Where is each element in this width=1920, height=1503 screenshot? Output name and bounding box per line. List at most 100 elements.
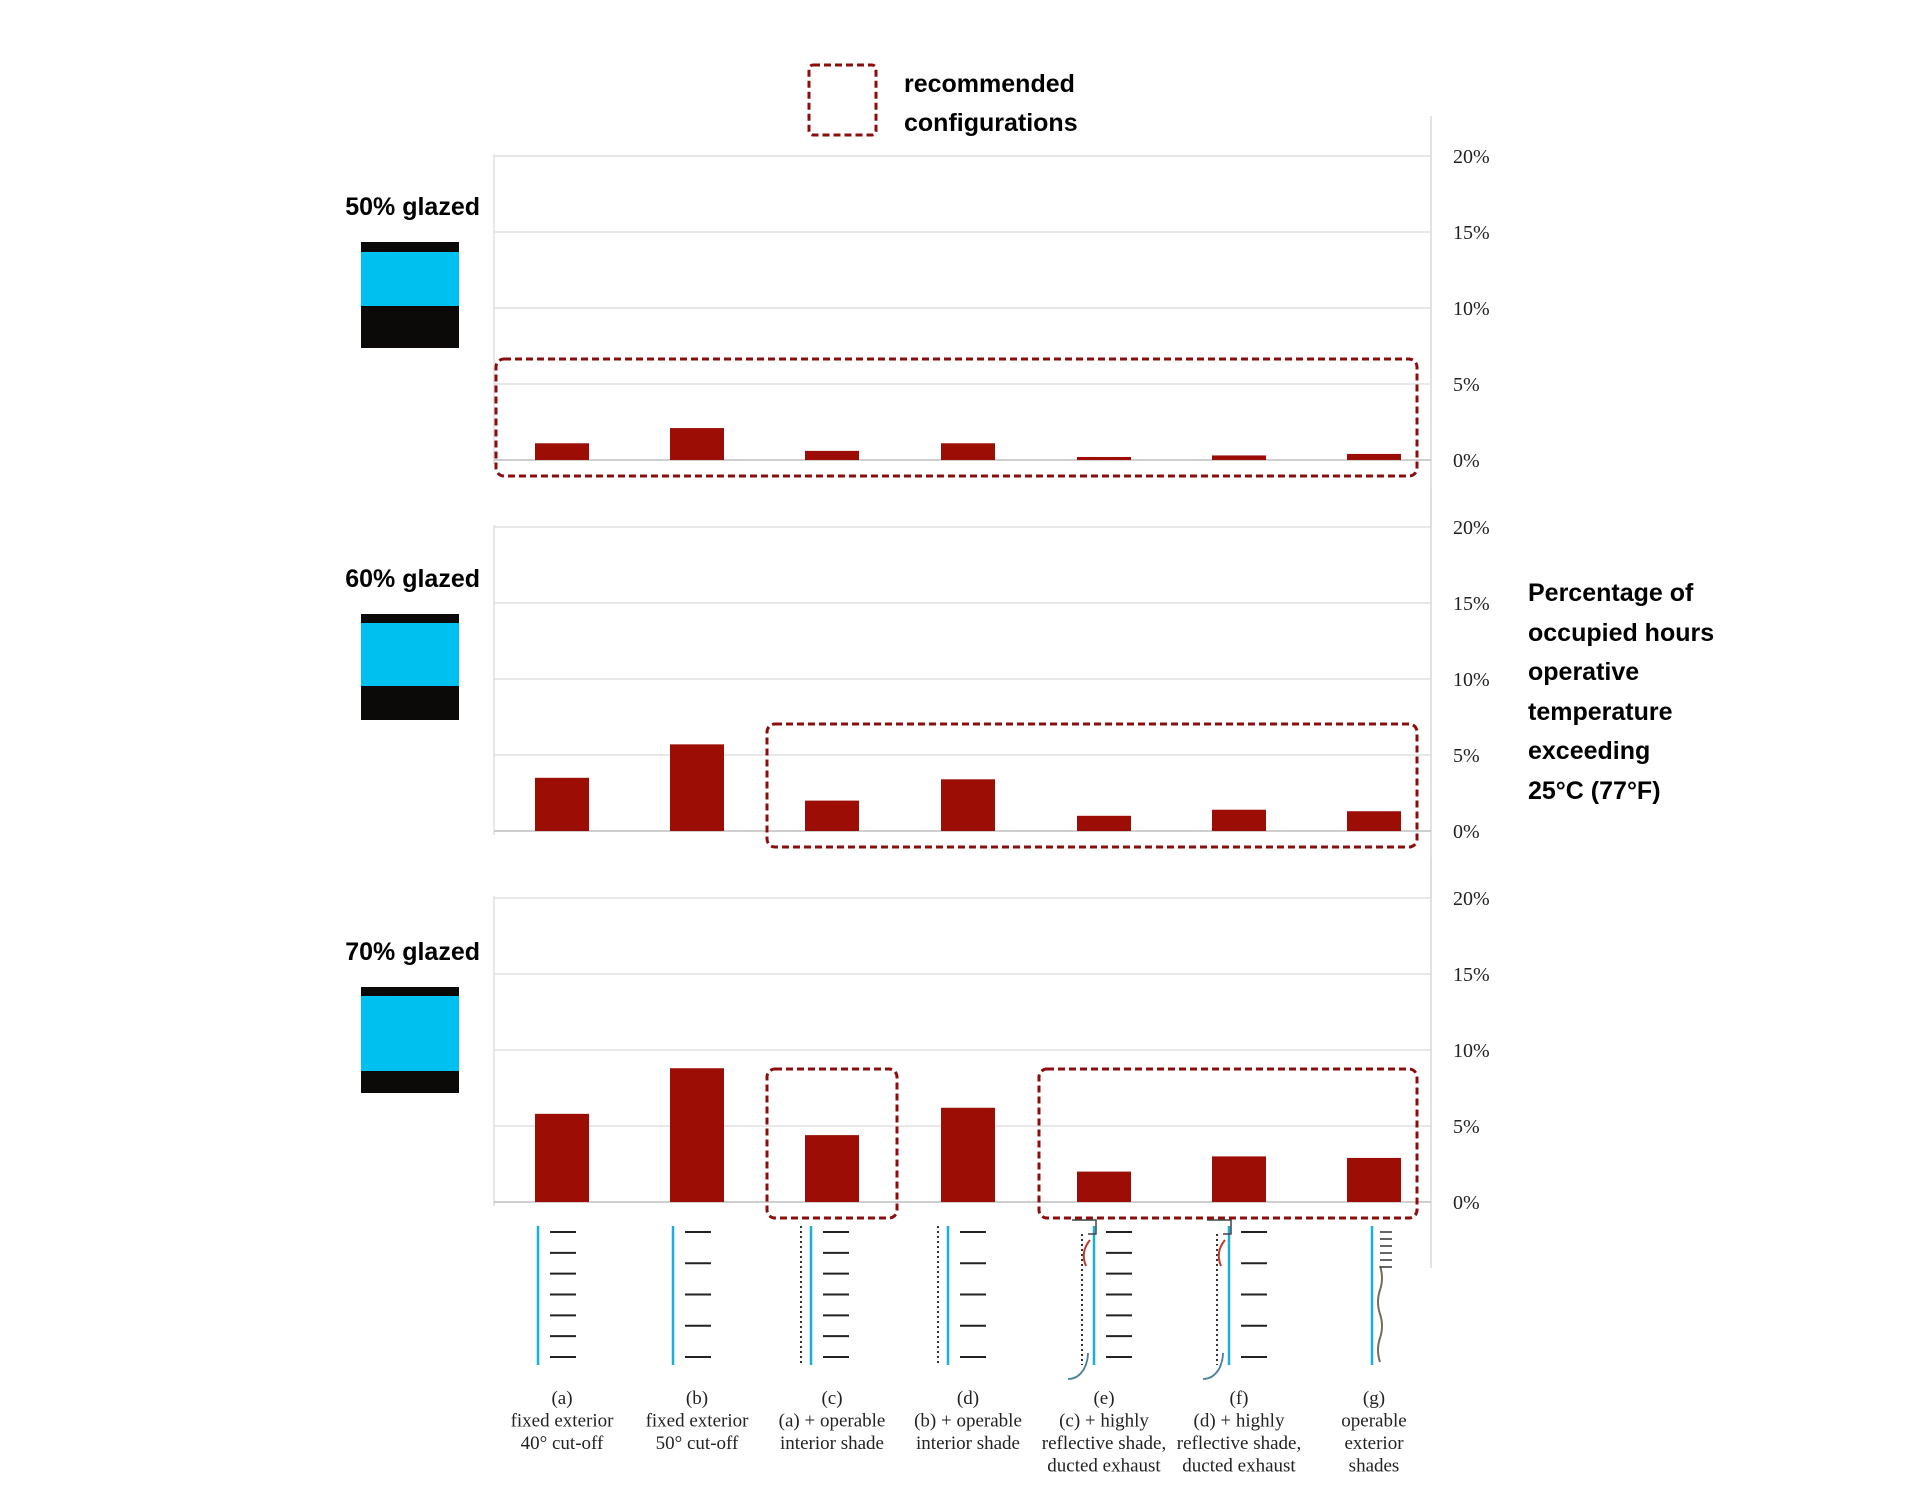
y-axis-title-line5: exceeding	[1528, 737, 1650, 765]
category-label-line: (b)	[686, 1388, 708, 1409]
chart-panels: 0% 5% 10% 15% 20% 50% glazed 0% 5% 10% 15% 20% 60% …	[345, 116, 1490, 1268]
bar-b	[670, 744, 724, 831]
y-tick-label: 20%	[1453, 146, 1490, 168]
bar-c	[805, 450, 859, 460]
category-label-line: fixed exterior	[646, 1411, 750, 1432]
bar-b	[670, 428, 724, 460]
category-label-line: exterior	[1344, 1433, 1404, 1454]
exhaust-airflow-arrow	[1217, 1239, 1226, 1267]
panel-2: 0% 5% 10% 15% 20% 60% glazed	[345, 487, 1490, 897]
category-label-line: (d)	[957, 1388, 979, 1409]
glazing-icon-glass	[361, 252, 459, 306]
bar-a	[535, 777, 589, 831]
shading-diagram-a	[536, 1226, 576, 1365]
y-tick-label: 15%	[1453, 222, 1490, 244]
shading-diagrams	[536, 1219, 1392, 1380]
bar-c	[805, 1135, 859, 1202]
exhaust-duct	[1072, 1219, 1097, 1235]
bar-f	[1212, 455, 1266, 460]
legend-recommended-swatch	[807, 63, 878, 137]
y-tick-label: 20%	[1453, 888, 1490, 910]
panel-title: 50% glazed	[345, 193, 480, 221]
y-axis-title-line2: occupied hours	[1528, 619, 1714, 647]
exterior-shade	[1377, 1265, 1383, 1363]
panel-title: 70% glazed	[345, 938, 480, 966]
recommended-box	[494, 357, 1419, 478]
bar-a	[535, 1113, 589, 1202]
category-label-line: (a) + operable	[779, 1411, 886, 1432]
bar-a	[535, 443, 589, 460]
intake-airflow-arrow	[1067, 1352, 1089, 1380]
glazing-icon-glass	[361, 996, 459, 1071]
shading-diagram-d	[937, 1226, 986, 1365]
exhaust-duct	[1207, 1219, 1232, 1235]
bar-d	[941, 779, 995, 831]
bar-c	[805, 800, 859, 831]
legend: recommended configurations	[807, 63, 1078, 137]
category-label-line: interior shade	[916, 1433, 1020, 1454]
y-tick-label: 0%	[1453, 821, 1480, 843]
shading-diagram-e	[1067, 1219, 1132, 1380]
bar-e	[1077, 815, 1131, 831]
category-label-line: fixed exterior	[511, 1411, 615, 1432]
bar-f	[1212, 809, 1266, 831]
exhaust-airflow-arrow	[1082, 1239, 1091, 1267]
y-tick-label: 5%	[1453, 1116, 1480, 1138]
panel-title: 60% glazed	[345, 565, 480, 593]
y-axis-title-line3: operative	[1528, 658, 1639, 686]
bar-d	[941, 443, 995, 460]
y-tick-label: 10%	[1453, 1040, 1490, 1062]
recommended-box	[765, 722, 1419, 849]
category-label-line: operable	[1341, 1411, 1406, 1432]
shading-diagram-f	[1202, 1219, 1267, 1380]
category-label-line: shades	[1349, 1456, 1400, 1477]
panel-1: 0% 5% 10% 15% 20% 50% glazed	[345, 116, 1490, 526]
y-tick-label: 0%	[1453, 1192, 1480, 1214]
legend-label-line2: configurations	[904, 109, 1078, 137]
recommended-box	[1037, 1067, 1419, 1220]
category-label-line: ducted exhaust	[1047, 1456, 1161, 1477]
bar-e	[1077, 456, 1131, 460]
bar-g	[1347, 811, 1401, 831]
bar-e	[1077, 1171, 1131, 1202]
bar-g	[1347, 453, 1401, 460]
y-tick-label: 5%	[1453, 374, 1480, 396]
category-label-line: reflective shade,	[1177, 1433, 1301, 1454]
category-label-line: (a)	[551, 1388, 572, 1409]
bar-g	[1347, 1157, 1401, 1202]
y-tick-label: 0%	[1453, 450, 1480, 472]
shading-diagram-g	[1370, 1226, 1392, 1365]
category-label-line: (g)	[1363, 1388, 1385, 1409]
intake-airflow-arrow	[1202, 1352, 1224, 1380]
category-label-line: 40° cut-off	[521, 1433, 604, 1454]
bar-f	[1212, 1156, 1266, 1202]
category-label-line: (e)	[1093, 1388, 1114, 1409]
category-label-line: (b) + operable	[914, 1411, 1022, 1432]
y-tick-label: 10%	[1453, 298, 1490, 320]
shading-diagram-b	[671, 1226, 711, 1365]
panel-3: 0% 5% 10% 15% 20% 70% glazed	[345, 858, 1490, 1268]
category-label-line: 50° cut-off	[656, 1433, 739, 1454]
y-tick-label: 15%	[1453, 964, 1490, 986]
recommended-box	[765, 1067, 899, 1220]
y-axis-title-line1: Percentage of	[1528, 579, 1694, 607]
y-axis-title-line6: 25°C (77°F)	[1528, 777, 1661, 805]
y-tick-label: 5%	[1453, 745, 1480, 767]
glazing-icon-glass	[361, 623, 459, 686]
category-label-line: (c) + highly	[1059, 1411, 1149, 1432]
y-axis-title: Percentage of occupied hours operative t…	[1528, 579, 1714, 805]
category-label-line: interior shade	[780, 1433, 884, 1454]
y-axis-title-line4: temperature	[1528, 698, 1673, 726]
y-tick-label: 10%	[1453, 669, 1490, 691]
category-label-line: reflective shade,	[1042, 1433, 1166, 1454]
bar-d	[941, 1107, 995, 1202]
